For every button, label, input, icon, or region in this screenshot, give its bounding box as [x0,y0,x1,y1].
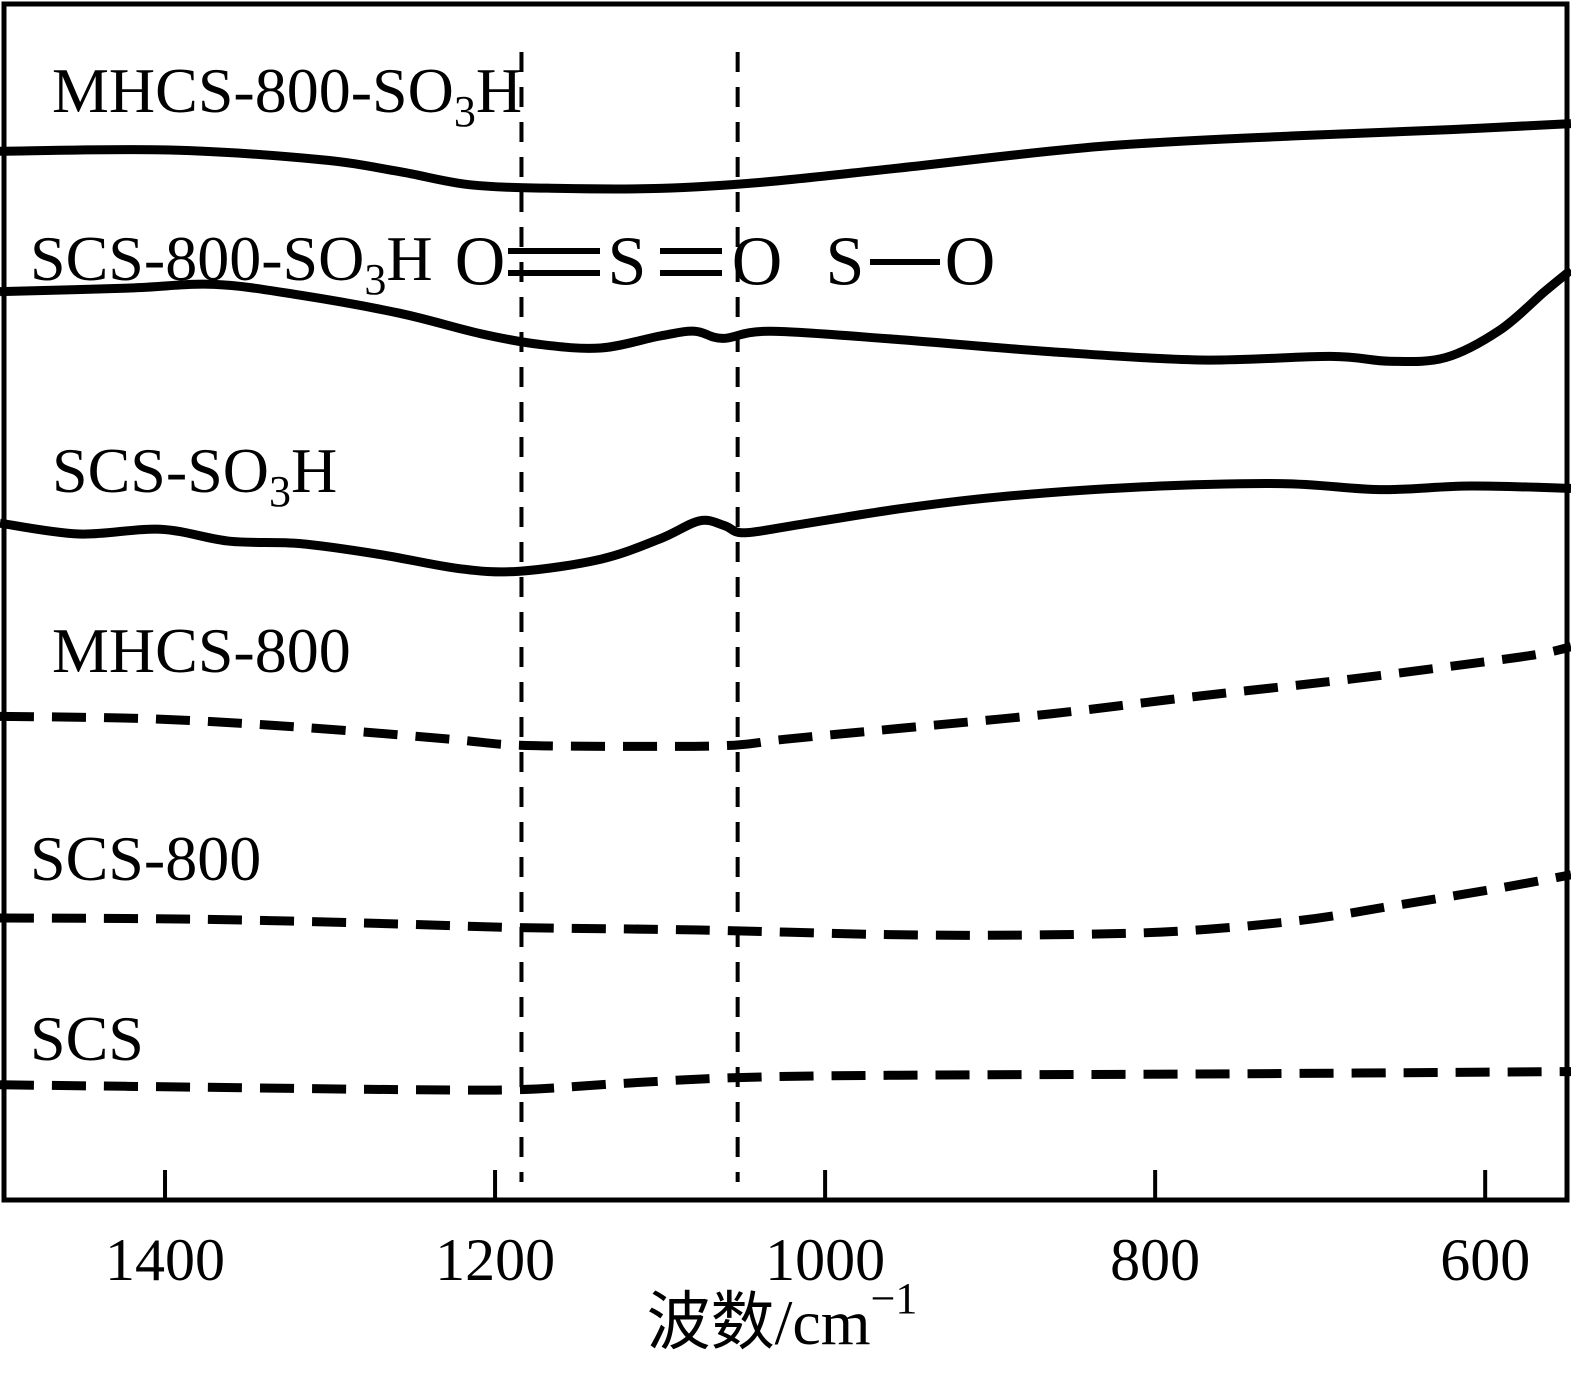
curve-label-MHCS-800: MHCS-800 [52,615,351,686]
curve-SCS-800-SO3H [0,266,1571,367]
curve-MHCS-800-SO3H [0,119,1571,194]
curve-label-SCS-SO3H: SCS-SO3H [52,435,337,516]
bond-atom-S: S [608,224,647,301]
x-tick-label-800: 800 [1110,1227,1200,1293]
curve-label-SCS: SCS [30,1003,144,1074]
plot-border [1,1,1570,1203]
bond-atom-O: O [732,224,783,301]
x-tick-label-1000: 1000 [765,1227,885,1293]
curve-SCS-800 [0,870,1571,940]
curve-SCS [0,1067,1571,1095]
bond-atom-S: S [826,224,865,301]
bond-atom-O: O [945,224,996,301]
x-axis-title: 波数/cm−1 [647,1274,918,1358]
x-tick-label-1200: 1200 [435,1227,555,1293]
curve-label-SCS-800-SO3H: SCS-800-SO3H [30,223,433,304]
bond-atom-O: O [455,224,506,301]
x-tick-label-1400: 1400 [105,1227,225,1293]
curve-MHCS-800 [0,642,1571,751]
x-tick-label-600: 600 [1440,1227,1530,1293]
curve-label-SCS-800: SCS-800 [30,823,261,894]
curve-SCS-SO3H [0,479,1571,577]
curve-label-MHCS-800-SO3H: MHCS-800-SO3H [52,55,522,136]
